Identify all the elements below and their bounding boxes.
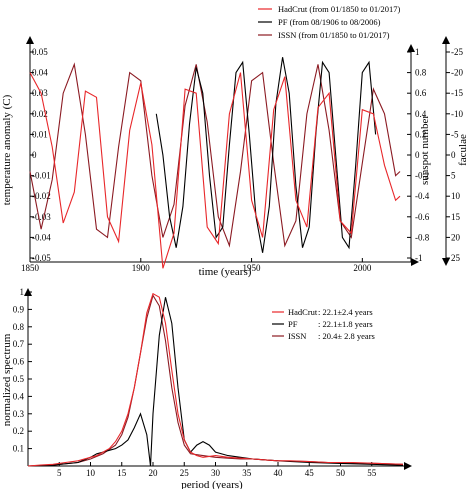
bottom-x-tick-label: 55 (367, 468, 377, 478)
top-right1-tick-label: -0.2 (415, 171, 429, 181)
top-right1-axis-label: sunspot number (419, 115, 431, 185)
bottom-y-tick-label: 0.8 (13, 322, 25, 332)
bottom-y-tick-label: 0.1 (13, 444, 24, 454)
top-right1-tick-label: -1 (415, 253, 423, 263)
bottom-x-tick-label: 10 (86, 468, 96, 478)
top-right2-axis-arrow (442, 36, 450, 44)
top-x-axis-label: time (years) (199, 266, 252, 278)
hadcrut-spectrum-line (27, 292, 404, 467)
top-right1-tick-label: 0 (415, 150, 420, 160)
bottom-x-tick-label: 25 (180, 468, 190, 478)
top-left-tick-label: 0.05 (32, 47, 48, 57)
bottom-y-tick-label: 0.5 (13, 374, 25, 384)
top-right2-tick-label: 0 (451, 150, 456, 160)
bottom-x-axis-arrow (404, 462, 412, 470)
top-right1-tick-label: 0.8 (415, 68, 427, 78)
top-left-tick-label: 0.04 (32, 68, 48, 78)
top-right2-tick-label: -25 (451, 47, 463, 57)
top-x-tick-label: 2000 (353, 263, 372, 273)
top-right2-tick-label: 5 (451, 171, 456, 181)
top-right2-tick-label: -15 (451, 88, 463, 98)
bottom-chart: 5 10 15 20 25 30 35 40 45 50 55 0.1 0.2 0.3 0.4 0.5 0.6 0… (1, 287, 412, 489)
bottom-legend-label-pf: PF (288, 319, 298, 329)
top-right1-tick-label: 0.2 (415, 129, 426, 139)
bottom-x-axis-label: period (years) (181, 479, 243, 489)
top-right-axis-arrow (407, 44, 415, 52)
top-right2-tick-label: 25 (451, 253, 461, 263)
bottom-series-lines (27, 292, 404, 467)
top-legend-label-pf: PF (from 08/1906 to 08/2006) (278, 17, 381, 27)
bottom-legend-value-issn: : 20.4± 2.8 years (318, 331, 375, 341)
top-left-tick-label: 0 (32, 150, 37, 160)
bottom-x-tick-label: 45 (305, 468, 315, 478)
top-chart: 1850 1900 1950 20000.050.040.030.020.010-0.… (1, 4, 469, 278)
bottom-x-tick-label: 50 (336, 468, 346, 478)
bottom-legend-label-hadcrut: HadCrut (288, 307, 318, 317)
top-left-tick-label: -0.04 (32, 232, 51, 242)
top-right2-tick-label: -20 (451, 68, 463, 78)
top-left-tick-label: -0.05 (32, 253, 51, 263)
bottom-y-tick-label: 0.9 (13, 304, 25, 314)
top-left-axis-arrow (26, 36, 34, 44)
top-left-tick-label: -0.02 (32, 191, 51, 201)
bottom-y-tick-label: 0.6 (13, 357, 25, 367)
top-left-tick-label: 0.03 (32, 88, 48, 98)
top-ticks: 1850 1900 1950 20000.050.040.030.020.010-0.… (21, 47, 463, 273)
top-left-tick-label: 0.01 (32, 129, 48, 139)
top-right2-tick-label: -10 (451, 109, 463, 119)
bottom-y-tick-label: 0.3 (13, 409, 25, 419)
top-series-lines (29, 57, 401, 269)
bottom-x-tick-label: 40 (274, 468, 284, 478)
top-x-tick-label: 1900 (132, 263, 151, 273)
bottom-x-tick-label: 30 (211, 468, 221, 478)
top-legend-label-issn: ISSN (from 01/1850 to 01/2017) (278, 30, 390, 40)
top-right2-tick-label: 10 (451, 191, 461, 201)
bottom-y-tick-label: 0.4 (13, 391, 25, 401)
bottom-x-tick-label: 20 (149, 468, 159, 478)
top-right2-tick-label: 20 (451, 232, 461, 242)
top-x-tick-label: 1850 (21, 263, 40, 273)
top-legend: HadCrut (from 01/1850 to 01/2017) PF (fr… (258, 4, 400, 40)
top-right2-tick-label: -5 (451, 129, 459, 139)
bottom-y-axis-label: normalized spectrum (1, 333, 13, 426)
bottom-legend-value-hadcrut: : 22.1±2.4 years (318, 307, 373, 317)
top-left-tick-label: -0.01 (32, 171, 51, 181)
top-right1-tick-label: 0.6 (415, 88, 427, 98)
bottom-y-tick-label: 0.7 (13, 339, 25, 349)
top-left-tick-label: -0.03 (32, 212, 51, 222)
issn-line (29, 62, 401, 248)
top-right1-tick-label: 1 (415, 47, 420, 57)
top-left-axis-label: temperature anomaly (C) (1, 94, 13, 205)
bottom-legend-label-issn: ISSN (288, 331, 306, 341)
pf-line (155, 57, 377, 253)
bottom-x-tick-label: 5 (57, 468, 62, 478)
bottom-y-tick-label: 0.2 (13, 426, 24, 436)
top-x-axis-arrow (411, 258, 419, 266)
top-right1-tick-label: -0.6 (415, 212, 430, 222)
top-right1-tick-label: 0.4 (415, 109, 427, 119)
bottom-ticks: 5 10 15 20 25 30 35 40 45 50 55 0.1 0.2 0.3 0.4 0.5 0.6 0… (13, 287, 377, 478)
bottom-x-tick-label: 35 (242, 468, 252, 478)
top-right2-axis-bottom-arrow (442, 258, 450, 266)
top-right2-axis-label: faculae (457, 134, 469, 166)
bottom-x-tick-label: 15 (117, 468, 127, 478)
top-legend-label-hadcrut: HadCrut (from 01/1850 to 01/2017) (278, 4, 400, 14)
bottom-legend-value-pf: : 22.1±1.8 years (318, 319, 373, 329)
top-right1-tick-label: -0.8 (415, 232, 430, 242)
top-right2-tick-label: 15 (451, 212, 461, 222)
top-left-tick-label: 0.02 (32, 109, 48, 119)
bottom-y-tick-label: 1 (20, 287, 25, 297)
top-right1-tick-label: -0.4 (415, 191, 430, 201)
bottom-legend: HadCrut : 22.1±2.4 years PF : 22.1±1.8 y… (272, 307, 375, 341)
top-x-tick-label: 1950 (243, 263, 262, 273)
hadcrut-line (29, 72, 401, 269)
